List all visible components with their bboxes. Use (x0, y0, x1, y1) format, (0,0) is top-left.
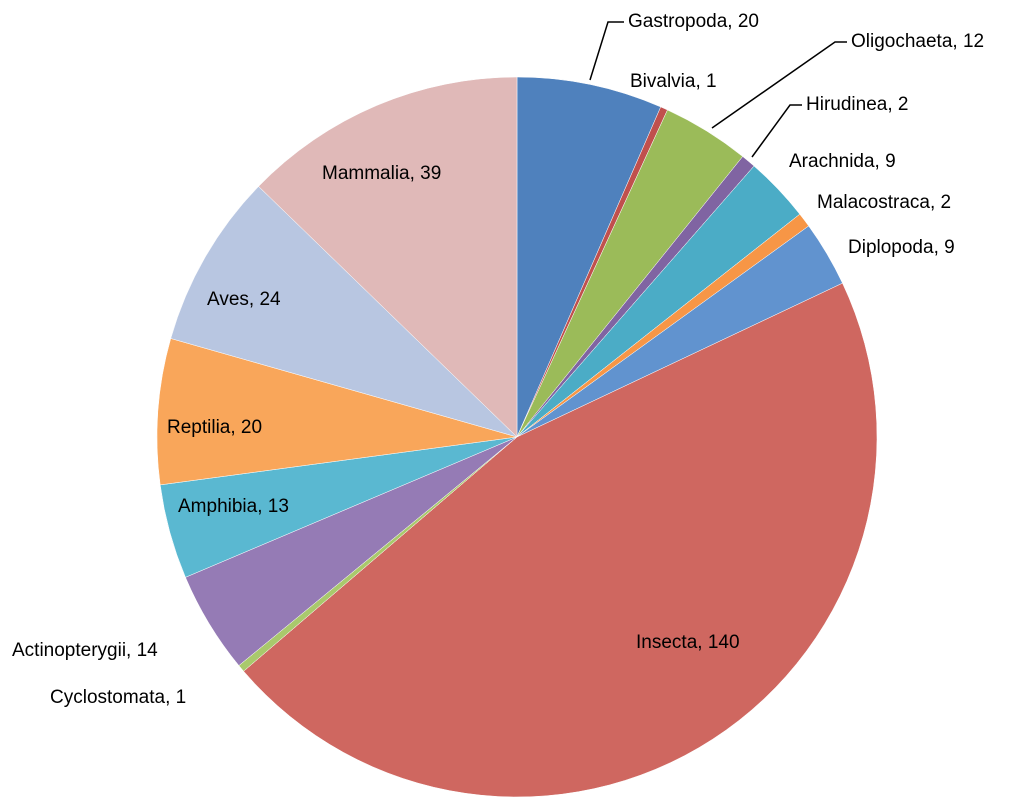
data-label: Hirudinea, 2 (806, 94, 908, 115)
leader-line (589, 21, 624, 81)
pie-slice (516, 76, 662, 438)
data-label: Malacostraca, 2 (817, 192, 951, 213)
data-label: Amphibia, 13 (178, 496, 289, 517)
data-label: Diplopoda, 9 (848, 237, 955, 258)
data-label: Bivalvia, 1 (630, 71, 717, 92)
pie-slice (170, 186, 518, 438)
data-label: Reptilia, 20 (167, 417, 262, 438)
data-label: Gastropoda, 20 (628, 11, 759, 32)
pie-slice (156, 338, 518, 486)
data-label: Mammalia, 39 (322, 163, 441, 184)
data-label: Insecta, 140 (636, 632, 740, 653)
leader-line (751, 104, 802, 158)
data-label: Aves, 24 (207, 289, 281, 310)
data-label: Cyclostomata, 1 (50, 687, 186, 708)
data-label: Arachnida, 9 (789, 151, 896, 172)
pie-slice (243, 282, 878, 798)
data-label: Oligochaeta, 12 (851, 31, 984, 52)
leader-line (711, 41, 847, 129)
pie-slice (258, 76, 518, 438)
data-label: Actinopterygii, 14 (12, 640, 158, 661)
